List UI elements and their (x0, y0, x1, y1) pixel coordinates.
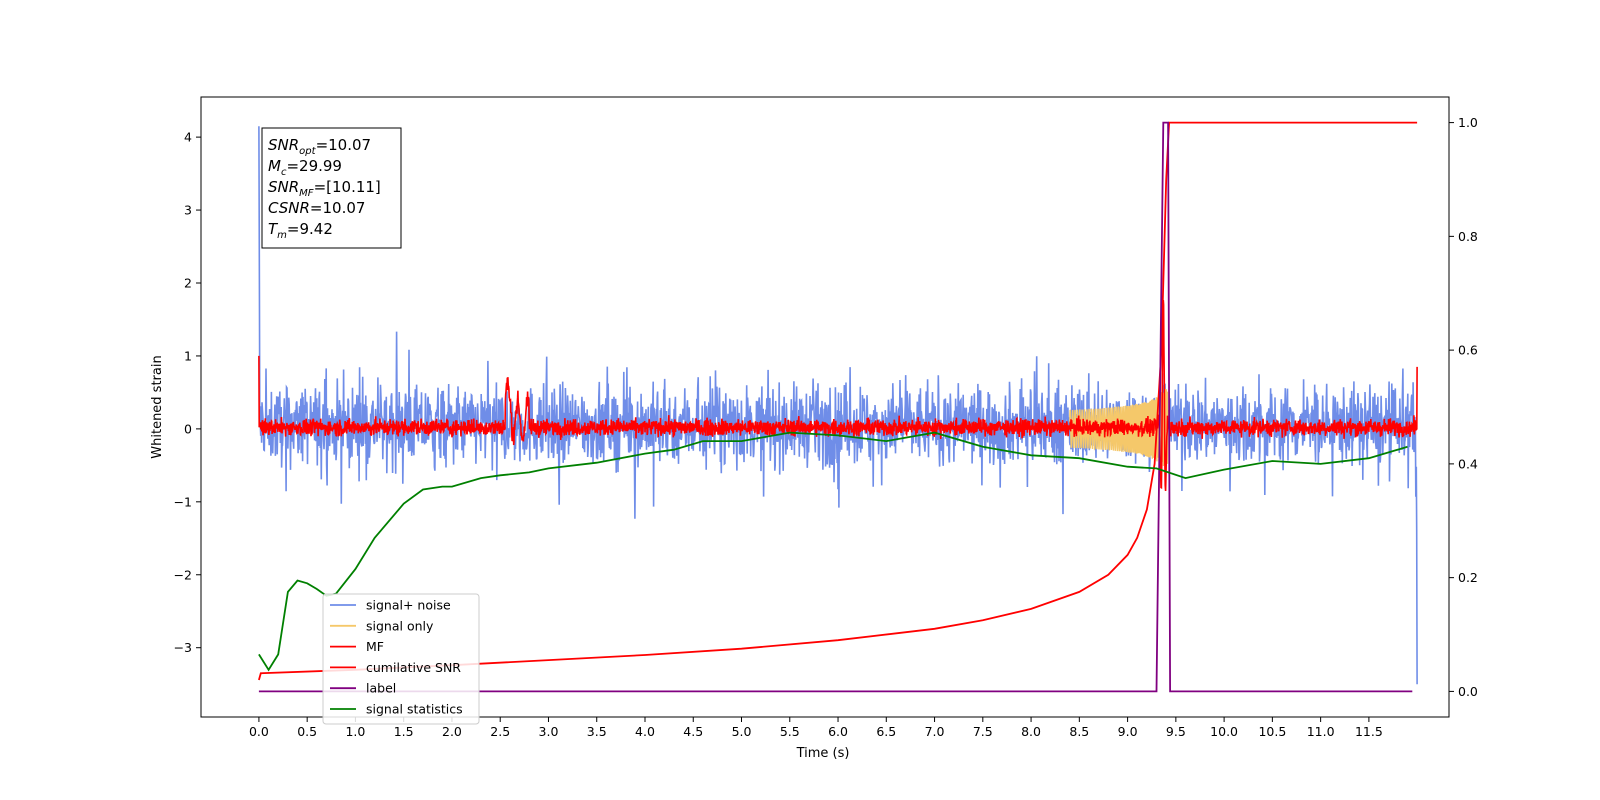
info-line-value: =10.07 (310, 199, 366, 217)
info-line-subscript: MF (299, 188, 314, 199)
info-lines: SNRopt=10.07Mc=29.99SNRMF=[10.11]CSNR=10… (268, 136, 381, 241)
info-line-subscript: c (281, 167, 287, 178)
legend-label-signal-only: signal only (366, 618, 434, 633)
x-tick-label: 0.5 (297, 724, 317, 739)
x-tick-label: 1.5 (394, 724, 414, 739)
series-signal-statistics (258, 431, 1408, 672)
info-line-value: =29.99 (286, 157, 342, 175)
y-tick-label: 4 (184, 130, 192, 145)
y-axis-label: Whitened strain (150, 355, 165, 458)
info-line-subscript: opt (299, 146, 316, 157)
x-tick-label: 11.5 (1355, 724, 1383, 739)
plot-frame (200, 96, 1450, 718)
legend-label-cumilative-snr: cumilative SNR (366, 660, 461, 675)
y-tick-label: 1 (184, 348, 192, 363)
x-tick-label: 8.5 (1069, 724, 1089, 739)
info-line-symbol: SNR (268, 178, 299, 196)
y-axis-left: −3 −2 −1 0 1 2 3 4 (174, 130, 201, 655)
x-tick-label: 4.5 (683, 724, 703, 739)
info-line-mc: Mc=29.99 (268, 157, 342, 178)
y2-tick-label: 0.0 (1458, 684, 1478, 699)
y2-tick-label: 0.2 (1458, 570, 1478, 585)
info-line-value: =[10.11] (314, 178, 381, 196)
legend: signal+ noise signal only MF cumilative SNR… (322, 593, 480, 725)
x-tick-label: 0.0 (249, 724, 269, 739)
x-tick-label: 4.0 (635, 724, 655, 739)
x-tick-label: 11.0 (1307, 724, 1335, 739)
x-tick-label: 3.0 (539, 724, 559, 739)
x-tick-label: 6.5 (876, 724, 896, 739)
series-mf (258, 300, 1418, 492)
legend-label-signal-statistics: signal statistics (366, 702, 463, 717)
y-tick-label: 3 (184, 203, 192, 218)
y-axis-right: 0.0 0.2 0.4 0.6 0.8 1.0 (1449, 115, 1478, 699)
info-line-value: =9.42 (287, 220, 333, 238)
x-tick-label: 10.5 (1258, 724, 1286, 739)
info-line-csnr: CSNR=10.07 (268, 199, 365, 217)
info-line-subscript: m (277, 230, 287, 241)
info-box-frame (261, 127, 402, 249)
x-tick-label: 1.0 (345, 724, 365, 739)
legend-items: signal+ noise signal only MF cumilative SNR… (330, 598, 463, 717)
x-tick-label: 9.0 (1118, 724, 1138, 739)
x-tick-label: 2.5 (490, 724, 510, 739)
y2-tick-label: 0.8 (1458, 229, 1478, 244)
y2-tick-label: 1.0 (1458, 115, 1478, 130)
x-tick-label: 2.0 (442, 724, 462, 739)
legend-frame (322, 593, 480, 725)
x-tick-label: 3.5 (587, 724, 607, 739)
series-label (258, 121, 1413, 693)
x-tick-label: 5.0 (732, 724, 752, 739)
x-tick-label: 9.5 (1166, 724, 1186, 739)
y2-tick-label: 0.6 (1458, 343, 1478, 358)
legend-label-label: label (366, 681, 396, 696)
x-tick-label: 5.5 (780, 724, 800, 739)
info-box: SNRopt=10.07Mc=29.99SNRMF=[10.11]CSNR=10… (261, 127, 402, 249)
info-line-snropt: SNRopt=10.07 (268, 136, 371, 157)
series-cumulative-snr (258, 121, 1418, 681)
info-line-symbol: CSNR (268, 199, 310, 217)
info-line-value: =10.07 (316, 136, 372, 154)
y-tick-label: −1 (174, 494, 192, 509)
y-tick-label: −2 (174, 567, 192, 582)
info-line-symbol: M (268, 157, 281, 175)
y-tick-label: −3 (174, 640, 192, 655)
x-axis: 0.0 0.5 1.0 1.5 2.0 2.5 3.0 3.5 4.0 4.5 5.0 5.5 6.0 6… (249, 717, 1383, 739)
legend-label-signal-noise: signal+ noise (366, 598, 451, 613)
series-layer (258, 121, 1418, 693)
legend-label-mf: MF (366, 639, 384, 654)
x-tick-label: 6.0 (828, 724, 848, 739)
x-tick-label: 7.0 (925, 724, 945, 739)
x-tick-label: 8.0 (1021, 724, 1041, 739)
info-line-symbol: SNR (268, 136, 299, 154)
x-axis-label: Time (s) (796, 746, 850, 761)
x-tick-label: 7.5 (973, 724, 993, 739)
y-tick-label: 2 (184, 276, 192, 291)
info-line-tm: Tm=9.42 (268, 220, 333, 241)
info-line-snrmf: SNRMF=[10.11] (268, 178, 381, 199)
y-tick-label: 0 (184, 421, 192, 436)
info-line-symbol: T (268, 220, 279, 238)
x-tick-label: 10.0 (1210, 724, 1238, 739)
y2-tick-label: 0.4 (1458, 456, 1478, 471)
